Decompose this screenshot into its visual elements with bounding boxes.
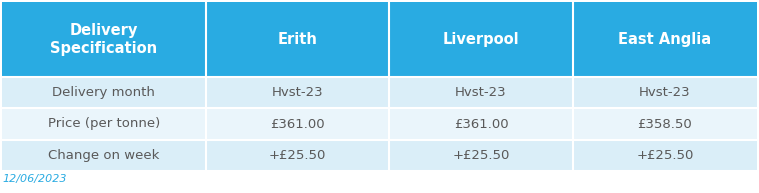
Text: Hvst-23: Hvst-23 (639, 86, 691, 99)
Text: +£25.50: +£25.50 (636, 149, 694, 162)
Text: £361.00: £361.00 (270, 118, 325, 130)
Bar (389, 77, 573, 108)
Bar (2, 108, 206, 140)
Bar (573, 2, 757, 77)
Bar (389, 108, 573, 140)
Text: Hvst-23: Hvst-23 (455, 86, 507, 99)
Text: 12/06/2023: 12/06/2023 (2, 174, 67, 184)
Text: +£25.50: +£25.50 (269, 149, 326, 162)
Text: Change on week: Change on week (49, 149, 159, 162)
Bar (573, 77, 757, 108)
Bar (389, 140, 573, 171)
Text: Liverpool: Liverpool (442, 32, 519, 47)
Bar (206, 77, 389, 108)
Text: £358.50: £358.50 (638, 118, 692, 130)
Bar (389, 2, 573, 77)
Text: Delivery
Specification: Delivery Specification (50, 23, 157, 56)
Text: Price (per tonne): Price (per tonne) (48, 118, 160, 130)
Text: £361.00: £361.00 (454, 118, 509, 130)
Bar (2, 77, 206, 108)
Bar (573, 108, 757, 140)
Text: Hvst-23: Hvst-23 (272, 86, 323, 99)
Text: East Anglia: East Anglia (619, 32, 711, 47)
Bar (206, 140, 389, 171)
Bar (573, 140, 757, 171)
Bar (2, 140, 206, 171)
Bar (2, 2, 206, 77)
Text: +£25.50: +£25.50 (452, 149, 510, 162)
Bar (206, 108, 389, 140)
Text: Erith: Erith (278, 32, 317, 47)
Text: Delivery month: Delivery month (52, 86, 156, 99)
Bar (206, 2, 389, 77)
